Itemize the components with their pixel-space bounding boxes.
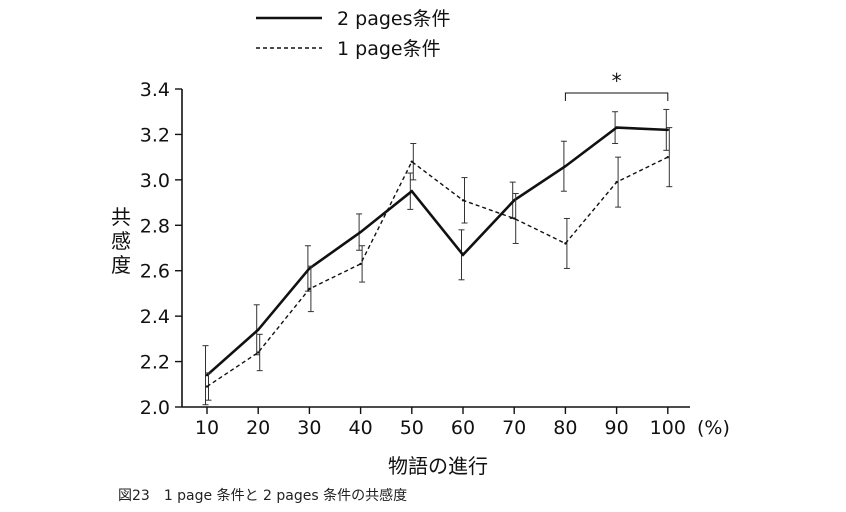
x-axis-title: 物語の進行: [388, 454, 488, 478]
x-tick-label: 10: [195, 417, 219, 439]
series-line: [206, 126, 668, 377]
data-point: [205, 374, 209, 377]
data-point: [666, 128, 669, 132]
data-point: [205, 385, 209, 388]
x-tick-label: 80: [553, 417, 577, 439]
data-point: [308, 267, 311, 270]
data-point: [564, 165, 567, 168]
data-point: [461, 199, 465, 202]
y-axis-title: 共感度: [111, 205, 131, 277]
x-tick-label: 100: [650, 417, 686, 439]
y-tick-label: 3.4: [140, 79, 170, 101]
legend: 2 pages条件 1 page条件: [256, 8, 450, 60]
data-point: [359, 262, 362, 266]
series-1-page: [205, 127, 673, 401]
y-tick-label: 2.6: [140, 261, 170, 283]
legend-label-1-page: 1 page条件: [337, 38, 441, 60]
data-point: [257, 351, 260, 354]
series-line: [206, 156, 669, 388]
x-tick-label: 90: [605, 417, 629, 439]
y-tick-label: 2.8: [140, 215, 170, 237]
significance-bracket: *: [564, 69, 669, 101]
data-point: [308, 287, 311, 291]
x-tick-label: 70: [502, 417, 526, 439]
series-layer: [202, 108, 673, 406]
y-tick-label: 3.2: [140, 124, 170, 146]
x-tick-label: 60: [451, 417, 475, 439]
data-point: [615, 126, 618, 129]
x-tick-label: 20: [246, 417, 270, 439]
figure-caption: 図23 1 page 条件と 2 pages 条件の共感度: [118, 487, 407, 504]
data-point: [461, 253, 465, 257]
y-tick-label: 2.4: [140, 306, 170, 328]
data-point: [513, 199, 516, 202]
x-axis-ticks: 10 20 30 40 50 60 70 80 90 100: [195, 407, 686, 439]
data-point: [564, 242, 567, 245]
x-tick-label: 50: [400, 417, 424, 439]
x-tick-label: 30: [297, 417, 321, 439]
x-tick-label: 40: [349, 417, 373, 439]
y-tick-label: 2.0: [140, 397, 170, 419]
data-point: [410, 190, 413, 193]
y-tick-label: 2.2: [140, 352, 170, 374]
y-axis-ticks: 2.0 2.2 2.4 2.6 2.8 3.0 3.2 3.4: [140, 79, 182, 419]
data-point: [359, 230, 362, 234]
data-point: [410, 160, 413, 163]
significance-bracket-line: [564, 92, 669, 101]
data-point: [257, 328, 260, 331]
data-point: [666, 155, 669, 159]
data-point: [513, 217, 516, 220]
legend-label-2-pages: 2 pages条件: [337, 8, 450, 30]
axes: [181, 89, 690, 408]
significance-label: *: [612, 69, 622, 93]
x-axis-unit: (%): [697, 417, 730, 439]
data-point: [615, 180, 618, 184]
series-2-pages: [202, 108, 670, 406]
y-tick-label: 3.0: [140, 170, 170, 192]
